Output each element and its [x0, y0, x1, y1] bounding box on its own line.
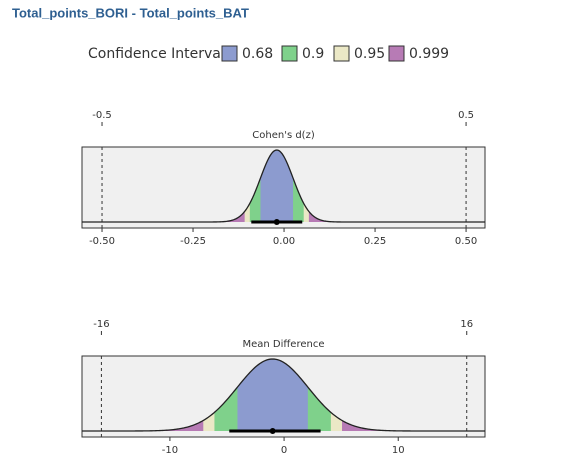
x-tick-label: 0.50: [455, 236, 477, 247]
legend-label: 0.68: [242, 46, 273, 62]
x-tick-label: 0.00: [273, 236, 295, 247]
reference-label: -16: [93, 319, 109, 330]
reference-label: 0.5: [458, 110, 474, 121]
page-title: Total_points_BORI - Total_points_BAT: [12, 5, 249, 20]
legend-swatch: [281, 45, 298, 62]
density-curve: [82, 149, 485, 223]
x-tick-label: 0.25: [364, 236, 386, 247]
legend-label: 0.9: [302, 46, 324, 62]
ci-region: [237, 359, 308, 431]
reference-label: -0.5: [92, 110, 112, 121]
x-tick-label: -0.25: [180, 236, 206, 247]
legend-swatch: [333, 45, 350, 62]
x-tick-label: -0.50: [89, 236, 115, 247]
ci-region: [260, 150, 294, 222]
legend-title: Confidence Interval: [88, 46, 225, 62]
x-tick-label: -10: [162, 445, 178, 456]
legend-label: 0.95: [354, 46, 385, 62]
x-tick-label: 10: [392, 445, 405, 456]
point-estimate: [273, 219, 280, 225]
legend-label: 0.999: [409, 46, 449, 62]
panel-title: Mean Difference: [243, 339, 325, 350]
legend-swatch: [221, 45, 238, 62]
density-curve: [82, 358, 485, 432]
reference-label: 16: [460, 319, 473, 330]
point-estimate: [269, 428, 276, 434]
legend-swatch: [388, 45, 405, 62]
x-tick-label: 0: [281, 445, 287, 456]
panel-title: Cohen's d(z): [252, 130, 315, 141]
